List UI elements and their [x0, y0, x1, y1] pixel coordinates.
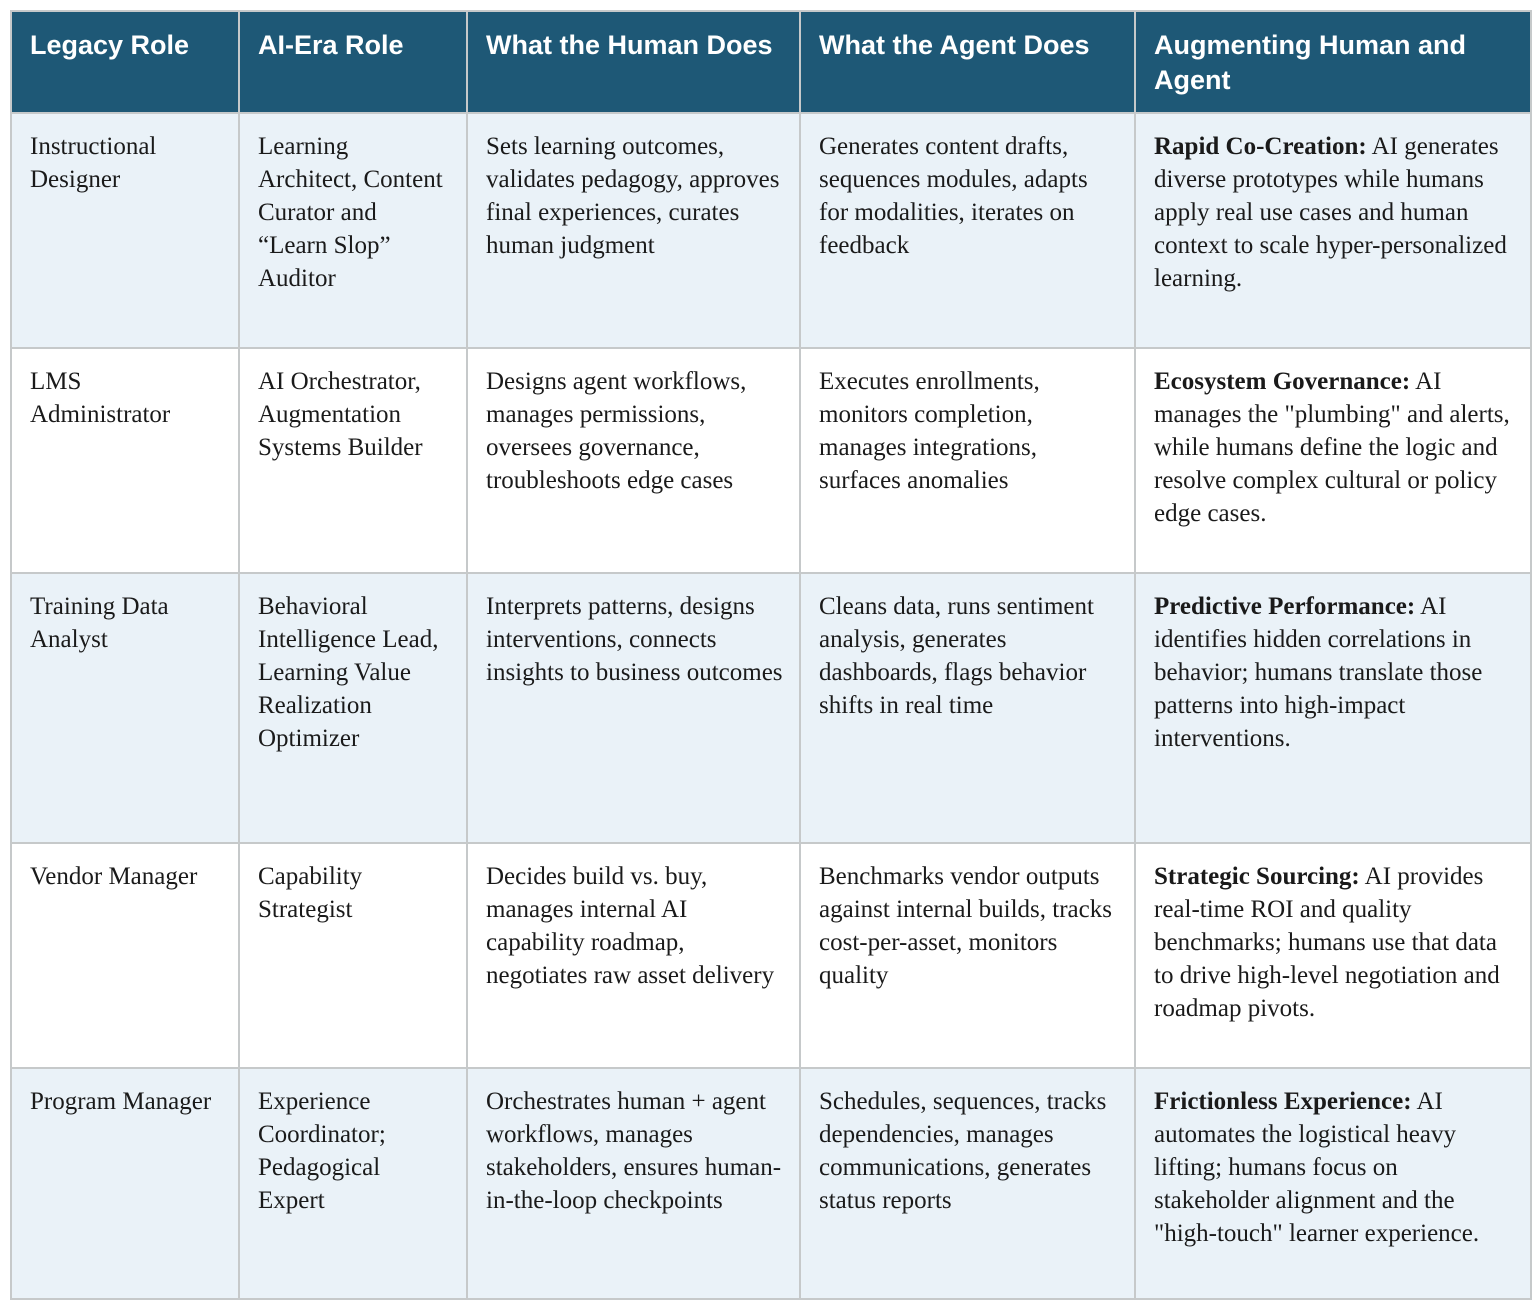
cell-legacy-role: Instructional Designer: [10, 112, 240, 349]
augment-text: AI identifies hidden correlations in beh…: [1154, 593, 1483, 752]
cell-augmenting: Ecosystem Governance: AI manages the "pl…: [1134, 347, 1532, 574]
cell-legacy-role: LMS Administrator: [10, 347, 240, 574]
cell-human-does: Designs agent workflows, manages permiss…: [466, 347, 801, 574]
column-header-ai-era-role: AI-Era Role: [238, 10, 468, 114]
cell-human-does: Interprets patterns, designs interventio…: [466, 572, 801, 844]
cell-ai-era-role: Experience Coordinator; Pedagogical Expe…: [238, 1067, 468, 1300]
table-row-lms-administrator: LMS Administrator AI Orchestrator, Augme…: [10, 347, 1532, 574]
cell-human-does: Decides build vs. buy, manages internal …: [466, 842, 801, 1069]
cell-agent-does: Schedules, sequences, tracks dependencie…: [799, 1067, 1136, 1300]
table-row-training-data-analyst: Training Data Analyst Behavioral Intelli…: [10, 572, 1532, 844]
augment-lead: Rapid Co-Creation:: [1154, 133, 1367, 160]
augment-text: AI manages the "plumbing" and alerts, wh…: [1154, 368, 1510, 527]
column-header-what-the-agent-does: What the Agent Does: [799, 10, 1136, 114]
cell-legacy-role: Vendor Manager: [10, 842, 240, 1069]
augment-text: AI provides real-time ROI and quality be…: [1154, 863, 1500, 1022]
augment-lead: Strategic Sourcing:: [1154, 863, 1360, 890]
cell-agent-does: Benchmarks vendor outputs against intern…: [799, 842, 1136, 1069]
table-row-vendor-manager: Vendor Manager Capability Strategist Dec…: [10, 842, 1532, 1069]
cell-human-does: Sets learning outcomes, validates pedago…: [466, 112, 801, 349]
column-header-augmenting-human-and-agent: Augmenting Human and Agent: [1134, 10, 1532, 114]
cell-augmenting: Strategic Sourcing: AI provides real-tim…: [1134, 842, 1532, 1069]
augment-lead: Frictionless Experience:: [1154, 1088, 1412, 1115]
cell-legacy-role: Training Data Analyst: [10, 572, 240, 844]
column-header-what-the-human-does: What the Human Does: [466, 10, 801, 114]
cell-agent-does: Cleans data, runs sentiment analysis, ge…: [799, 572, 1136, 844]
augment-lead: Predictive Performance:: [1154, 593, 1416, 620]
augment-lead: Ecosystem Governance:: [1154, 368, 1411, 395]
cell-ai-era-role: Behavioral Intelligence Lead, Learning V…: [238, 572, 468, 844]
roles-table: Legacy Role AI-Era Role What the Human D…: [10, 10, 1532, 1300]
cell-legacy-role: Program Manager: [10, 1067, 240, 1300]
header-row: Legacy Role AI-Era Role What the Human D…: [10, 10, 1532, 114]
column-header-legacy-role: Legacy Role: [10, 10, 240, 114]
table-row-instructional-designer: Instructional Designer Learning Architec…: [10, 112, 1532, 349]
cell-augmenting: Predictive Performance: AI identifies hi…: [1134, 572, 1532, 844]
cell-ai-era-role: Capability Strategist: [238, 842, 468, 1069]
cell-augmenting: Frictionless Experience: AI automates th…: [1134, 1067, 1532, 1300]
table-row-program-manager: Program Manager Experience Coordinator; …: [10, 1067, 1532, 1300]
cell-augmenting: Rapid Co-Creation: AI generates diverse …: [1134, 112, 1532, 349]
augment-text: AI generates diverse prototypes while hu…: [1154, 133, 1507, 292]
cell-human-does: Orchestrates human + agent workflows, ma…: [466, 1067, 801, 1300]
cell-ai-era-role: AI Orchestrator, Augmentation Systems Bu…: [238, 347, 468, 574]
cell-ai-era-role: Learning Architect, Content Curator and …: [238, 112, 468, 349]
cell-agent-does: Generates content drafts, sequences modu…: [799, 112, 1136, 349]
cell-agent-does: Executes enrollments, monitors completio…: [799, 347, 1136, 574]
augment-text: AI automates the logistical heavy liftin…: [1154, 1088, 1480, 1247]
